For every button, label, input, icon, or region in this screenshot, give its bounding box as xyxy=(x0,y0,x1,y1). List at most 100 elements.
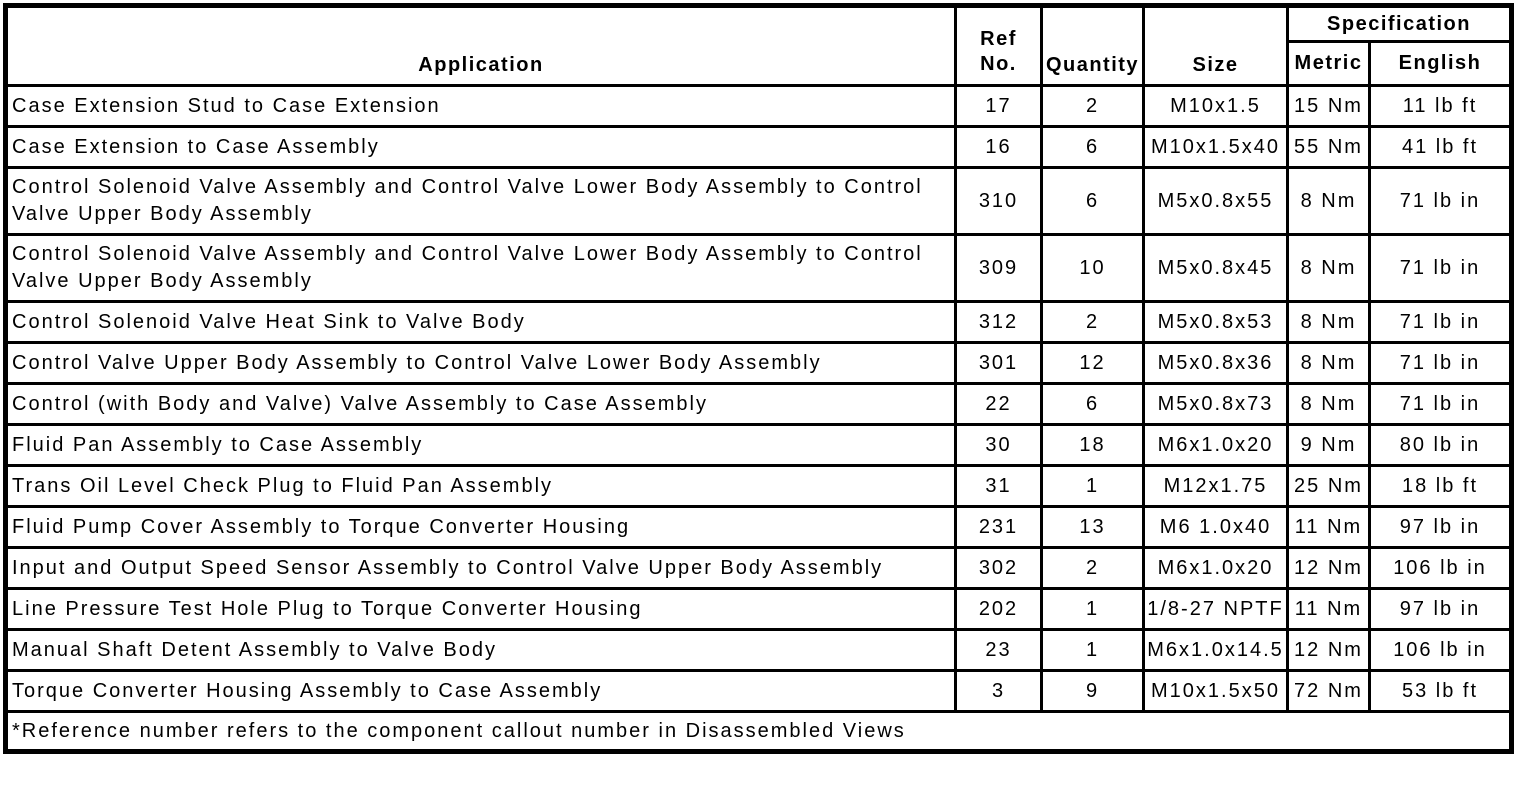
table-row: Case Extension Stud to Case Extension 17… xyxy=(4,84,1514,128)
fastener-tightening-spec-table: Application Ref No. Quantity Size Specif… xyxy=(3,3,1515,754)
cell-application: Manual Shaft Detent Assembly to Valve Bo… xyxy=(4,628,957,672)
cell-english: 18 lb ft xyxy=(1367,464,1514,508)
cell-ref-no: 202 xyxy=(954,587,1043,631)
cell-quantity: 6 xyxy=(1040,166,1145,236)
footnote: *Reference number refers to the componen… xyxy=(3,710,1514,753)
cell-application: Control Valve Upper Body Assembly to Con… xyxy=(4,341,957,385)
table-footer: *Reference number refers to the componen… xyxy=(3,710,1514,753)
cell-quantity: 1 xyxy=(1040,464,1145,508)
cell-ref-no: 17 xyxy=(954,84,1043,128)
cell-size: M5x0.8x55 xyxy=(1142,166,1289,236)
table-row: Manual Shaft Detent Assembly to Valve Bo… xyxy=(4,628,1514,672)
header-row-2: Metric English xyxy=(6,40,1514,87)
cell-ref-no: 23 xyxy=(954,628,1043,672)
cell-ref-no: 231 xyxy=(954,505,1043,549)
cell-ref-no: 312 xyxy=(954,300,1043,344)
cell-quantity: 2 xyxy=(1040,546,1145,590)
table-row: Input and Output Speed Sensor Assembly t… xyxy=(4,546,1514,590)
table-row: Control Solenoid Valve Heat Sink to Valv… xyxy=(4,300,1514,344)
cell-ref-no: 30 xyxy=(954,423,1043,467)
cell-application: Case Extension Stud to Case Extension xyxy=(4,84,957,128)
cell-quantity: 1 xyxy=(1040,628,1145,672)
cell-size: M5x0.8x73 xyxy=(1142,382,1289,426)
table-row: Fluid Pan Assembly to Case Assembly 30 1… xyxy=(4,423,1514,467)
cell-english: 71 lb in xyxy=(1367,300,1514,344)
cell-english: 71 lb in xyxy=(1367,166,1514,236)
cell-english: 106 lb in xyxy=(1367,546,1514,590)
cell-application: Input and Output Speed Sensor Assembly t… xyxy=(4,546,957,590)
cell-ref-no: 16 xyxy=(954,125,1043,169)
cell-quantity: 1 xyxy=(1040,587,1145,631)
cell-metric: 15 Nm xyxy=(1286,84,1371,128)
cell-ref-no: 310 xyxy=(954,166,1043,236)
cell-english: 80 lb in xyxy=(1367,423,1514,467)
cell-size: M5x0.8x45 xyxy=(1142,233,1289,303)
cell-english: 97 lb in xyxy=(1367,587,1514,631)
cell-english: 71 lb in xyxy=(1367,233,1514,303)
cell-application: Fluid Pan Assembly to Case Assembly xyxy=(4,423,957,467)
table-row: Case Extension to Case Assembly 16 6 M10… xyxy=(4,125,1514,169)
cell-metric: 55 Nm xyxy=(1286,125,1371,169)
col-header-english: English xyxy=(1367,40,1514,87)
cell-application: Control Solenoid Valve Assembly and Cont… xyxy=(4,233,957,303)
cell-application: Control Solenoid Valve Heat Sink to Valv… xyxy=(4,300,957,344)
table-row: Torque Converter Housing Assembly to Cas… xyxy=(4,669,1514,713)
cell-ref-no: 309 xyxy=(954,233,1043,303)
cell-metric: 72 Nm xyxy=(1286,669,1371,713)
table-body: Case Extension Stud to Case Extension 17… xyxy=(4,84,1514,713)
header-row-1: Application Ref No. Quantity Size Specif… xyxy=(4,4,1514,87)
cell-size: M10x1.5x50 xyxy=(1142,669,1289,713)
cell-quantity: 10 xyxy=(1040,233,1145,303)
cell-size: M5x0.8x36 xyxy=(1142,341,1289,385)
cell-metric: 8 Nm xyxy=(1286,166,1371,236)
cell-ref-no: 301 xyxy=(954,341,1043,385)
cell-english: 11 lb ft xyxy=(1367,84,1514,128)
cell-quantity: 2 xyxy=(1040,84,1145,128)
cell-quantity: 6 xyxy=(1040,382,1145,426)
cell-size: M6x1.0x14.5 xyxy=(1142,628,1289,672)
cell-metric: 25 Nm xyxy=(1286,464,1371,508)
cell-metric: 8 Nm xyxy=(1286,300,1371,344)
table-row: Fluid Pump Cover Assembly to Torque Conv… xyxy=(4,505,1514,549)
cell-application: Trans Oil Level Check Plug to Fluid Pan … xyxy=(4,464,957,508)
cell-application: Line Pressure Test Hole Plug to Torque C… xyxy=(4,587,957,631)
cell-english: 106 lb in xyxy=(1367,628,1514,672)
cell-size: M12x1.75 xyxy=(1142,464,1289,508)
footnote-row: *Reference number refers to the componen… xyxy=(3,710,1514,753)
cell-quantity: 6 xyxy=(1040,125,1145,169)
cell-ref-no: 31 xyxy=(954,464,1043,508)
cell-metric: 8 Nm xyxy=(1286,233,1371,303)
cell-quantity: 2 xyxy=(1040,300,1145,344)
table-row: Control Solenoid Valve Assembly and Cont… xyxy=(4,233,1514,303)
cell-metric: 11 Nm xyxy=(1286,505,1371,549)
table-row: Line Pressure Test Hole Plug to Torque C… xyxy=(4,587,1514,631)
cell-metric: 8 Nm xyxy=(1286,382,1371,426)
col-header-quantity: Quantity xyxy=(1040,4,1145,87)
cell-application: Control Solenoid Valve Assembly and Cont… xyxy=(4,166,957,236)
cell-size: M10x1.5 xyxy=(1142,84,1289,128)
cell-ref-no: 3 xyxy=(954,669,1043,713)
cell-application: Fluid Pump Cover Assembly to Torque Conv… xyxy=(4,505,957,549)
cell-metric: 12 Nm xyxy=(1286,546,1371,590)
cell-application: Case Extension to Case Assembly xyxy=(4,125,957,169)
cell-english: 53 lb ft xyxy=(1367,669,1514,713)
cell-quantity: 9 xyxy=(1040,669,1145,713)
cell-english: 41 lb ft xyxy=(1367,125,1514,169)
cell-size: M5x0.8x53 xyxy=(1142,300,1289,344)
cell-metric: 9 Nm xyxy=(1286,423,1371,467)
table-row: Trans Oil Level Check Plug to Fluid Pan … xyxy=(4,464,1514,508)
cell-application: Torque Converter Housing Assembly to Cas… xyxy=(4,669,957,713)
cell-size: M6 1.0x40 xyxy=(1142,505,1289,549)
cell-quantity: 12 xyxy=(1040,341,1145,385)
cell-quantity: 18 xyxy=(1040,423,1145,467)
cell-ref-no: 22 xyxy=(954,382,1043,426)
cell-english: 71 lb in xyxy=(1367,341,1514,385)
col-header-application: Application xyxy=(4,4,957,87)
table-header: Application Ref No. Quantity Size Specif… xyxy=(4,4,1514,87)
cell-size: 1/8-27 NPTF xyxy=(1142,587,1289,631)
col-header-size: Size xyxy=(1142,4,1289,87)
cell-quantity: 13 xyxy=(1040,505,1145,549)
cell-size: M10x1.5x40 xyxy=(1142,125,1289,169)
cell-application: Control (with Body and Valve) Valve Asse… xyxy=(4,382,957,426)
